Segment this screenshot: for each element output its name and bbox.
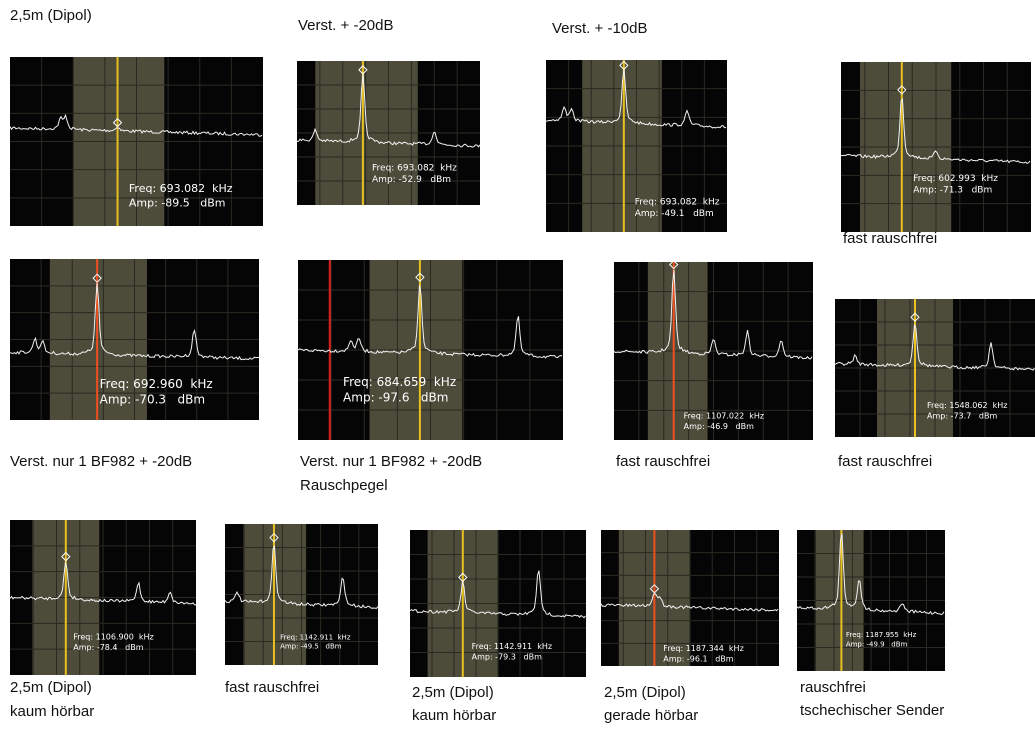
caption: kaum hörbar [10, 703, 94, 720]
caption: 2,5m (Dipol) [10, 679, 92, 696]
caption: Verst. nur 1 BF982 + -20dB [10, 453, 192, 470]
caption: Verst. + -20dB [298, 17, 393, 34]
peak-marker [837, 522, 845, 530]
amp-readout: Amp: -96.1 dBm [663, 654, 733, 663]
freq-readout: Freq: 1187.344 kHz [663, 644, 743, 653]
amp-readout: Amp: -73.7 dBm [927, 411, 997, 420]
amp-readout: Amp: -79.3 dBm [472, 652, 542, 661]
freq-readout: Freq: 1548.062 kHz [927, 401, 1007, 410]
freq-readout: Freq: 693.082 kHz [372, 163, 457, 173]
spectrum-panel: Freq: 1106.900 kHz Amp: -78.4 dBm [10, 520, 196, 675]
spectrum-panel: Freq: 602.993 kHz Amp: -71.3 dBm [841, 62, 1031, 232]
caption: fast rauschfrei [843, 230, 937, 247]
caption: 2,5m (Dipol) [412, 684, 494, 701]
spectrum-panel: Freq: 684.659 kHz Amp: -97.6 dBm [298, 260, 563, 440]
spectrum-panel: Freq: 693.082 kHz Amp: -49.1 dBm [546, 60, 727, 232]
freq-readout: Freq: 684.659 kHz [343, 375, 456, 389]
freq-readout: Freq: 1187.955 kHz [846, 631, 917, 639]
collage: Freq: 693.082 kHz Amp: -89.5 dBm 2,5m (Dip… [0, 0, 1035, 731]
amp-readout: Amp: -89.5 dBm [129, 197, 226, 210]
amp-readout: Amp: -70.3 dBm [100, 392, 205, 406]
amp-readout: Amp: -97.6 dBm [343, 391, 448, 405]
freq-readout: Freq: 1106.900 kHz [73, 632, 153, 641]
amp-readout: Amp: -49.9 dBm [846, 640, 908, 648]
caption: rauschfrei [800, 679, 866, 696]
caption: Rauschpegel [300, 477, 388, 494]
freq-readout: Freq: 602.993 kHz [913, 174, 998, 184]
caption: fast rauschfrei [225, 679, 319, 696]
freq-readout: Freq: 692.960 kHz [100, 377, 213, 391]
spectrum-panel: Freq: 693.082 kHz Amp: -89.5 dBm [10, 57, 263, 226]
amp-readout: Amp: -49.1 dBm [635, 209, 714, 219]
amp-readout: Amp: -71.3 dBm [913, 186, 992, 196]
caption: tschechischer Sender [800, 702, 944, 719]
spectrum-panel: Freq: 693.082 kHz Amp: -52.9 dBm [297, 61, 480, 205]
caption: fast rauschfrei [616, 453, 710, 470]
caption: fast rauschfrei [838, 453, 932, 470]
amp-readout: Amp: -49.5 dBm [280, 643, 342, 651]
freq-readout: Freq: 1107.022 kHz [684, 412, 764, 421]
freq-readout: Freq: 693.082 kHz [635, 197, 720, 207]
caption: 2,5m (Dipol) [604, 684, 686, 701]
freq-readout: Freq: 1142.911 kHz [280, 634, 351, 642]
caption: Verst. nur 1 BF982 + -20dB [300, 453, 482, 470]
caption: kaum hörbar [412, 707, 496, 724]
amp-readout: Amp: -78.4 dBm [73, 643, 143, 652]
freq-readout: Freq: 693.082 kHz [129, 182, 233, 195]
amp-readout: Amp: -46.9 dBm [684, 422, 754, 431]
caption: gerade hörbar [604, 707, 698, 724]
freq-readout: Freq: 1142.911 kHz [472, 642, 552, 651]
caption: Verst. + -10dB [552, 20, 647, 37]
caption: 2,5m (Dipol) [10, 7, 92, 24]
amp-readout: Amp: -52.9 dBm [372, 175, 451, 185]
